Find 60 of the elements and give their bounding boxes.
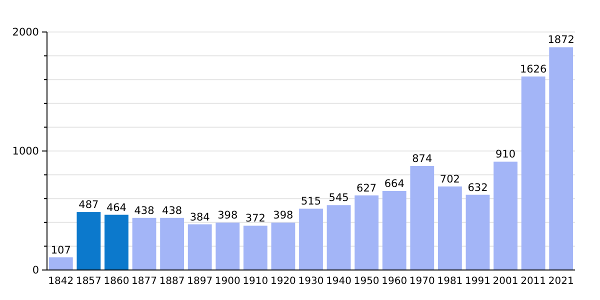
data-label: 438 [162,204,182,217]
bar [354,195,379,270]
data-label: 464 [106,202,127,214]
data-label: 910 [496,148,516,161]
bar [271,222,296,270]
bar [466,194,490,270]
bar [76,212,101,270]
data-label: 372 [245,212,266,225]
x-tick-label: 1910 [242,276,268,287]
data-label: 702 [440,173,460,186]
bar [438,186,462,270]
bar [104,214,128,270]
data-label: 398 [273,210,294,222]
x-tick-label: 1877 [132,276,157,287]
data-label: 515 [300,196,322,208]
y-tick-label: 2000 [12,26,39,39]
bar [521,76,546,270]
data-label: 398 [218,210,238,222]
x-tick-label: 1842 [48,276,74,287]
x-tick-label: 2021 [548,276,574,287]
x-tick-label: 1940 [326,276,352,287]
x-tick-label: 1950 [354,276,380,287]
y-tick-label: 1000 [12,146,39,158]
x-tick-label: 1857 [76,276,102,287]
bar [48,257,73,270]
y-tick-label: 0 [32,264,39,277]
bar [132,218,156,270]
data-label: 384 [190,211,210,224]
bar [549,47,574,270]
bar [382,190,406,270]
x-tick-label: 2011 [520,276,546,287]
bar [299,208,323,270]
bar [188,224,212,270]
data-label: 545 [328,192,349,204]
data-label: 664 [384,178,405,190]
data-label: 438 [134,204,154,217]
x-tick-label: 1897 [187,276,213,287]
bar [494,162,518,270]
x-tick-label: 1970 [409,276,435,287]
bar [216,222,240,270]
bar [160,218,184,270]
bar [243,226,268,270]
x-tick-label: 1960 [382,276,408,287]
data-label: 627 [356,182,377,194]
data-label: 1626 [520,64,547,76]
x-tick-label: 1981 [437,276,463,287]
x-tick-label: 1920 [270,276,296,287]
bar [410,166,434,270]
data-label: 874 [412,152,432,165]
bar [326,205,351,270]
x-tick-label: 1900 [214,276,240,287]
x-tick-label: 1930 [298,276,324,287]
data-label: 1872 [548,34,574,46]
x-tick-label: 2001 [492,276,518,287]
data-label: 487 [78,199,99,212]
data-label: 632 [468,182,488,194]
x-tick-label: 1991 [465,276,490,287]
x-tick-label: 1887 [159,276,185,287]
x-tick-label: 1860 [104,276,130,287]
data-label: 107 [50,244,71,256]
